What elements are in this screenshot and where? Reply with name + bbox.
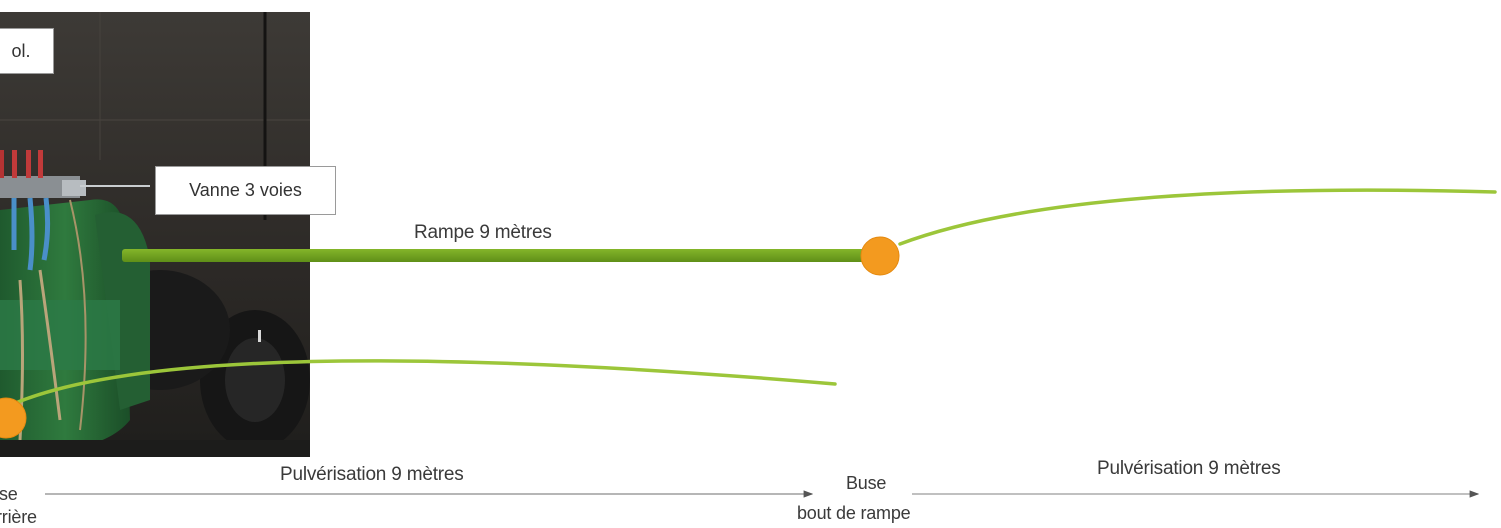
nozzle-rear-dot <box>0 397 27 439</box>
spray-right-label: Pulvérisation 9 mètres <box>1097 458 1281 479</box>
valve-label-box: Vanne 3 voies <box>155 166 336 215</box>
nozzle-end-dot <box>860 236 900 276</box>
nozzle-rear-label-1: se <box>0 484 18 504</box>
valve-label: Vanne 3 voies <box>189 180 302 200</box>
boom-bar <box>122 249 880 262</box>
photo-tag-box: ol. <box>0 28 54 74</box>
photo-tag-label: ol. <box>11 40 31 61</box>
nozzle-rear-label-2: rrière <box>0 507 37 527</box>
boom-label: Rampe 9 mètres <box>414 222 552 243</box>
spray-left-label: Pulvérisation 9 mètres <box>280 464 464 485</box>
nozzle-end-label-2: bout de rampe <box>797 503 911 523</box>
spray-arc-upper <box>898 188 1497 246</box>
spray-arc-lower <box>16 359 837 404</box>
nozzle-end-label-1: Buse <box>846 473 887 493</box>
sprayer-photo <box>0 12 310 457</box>
